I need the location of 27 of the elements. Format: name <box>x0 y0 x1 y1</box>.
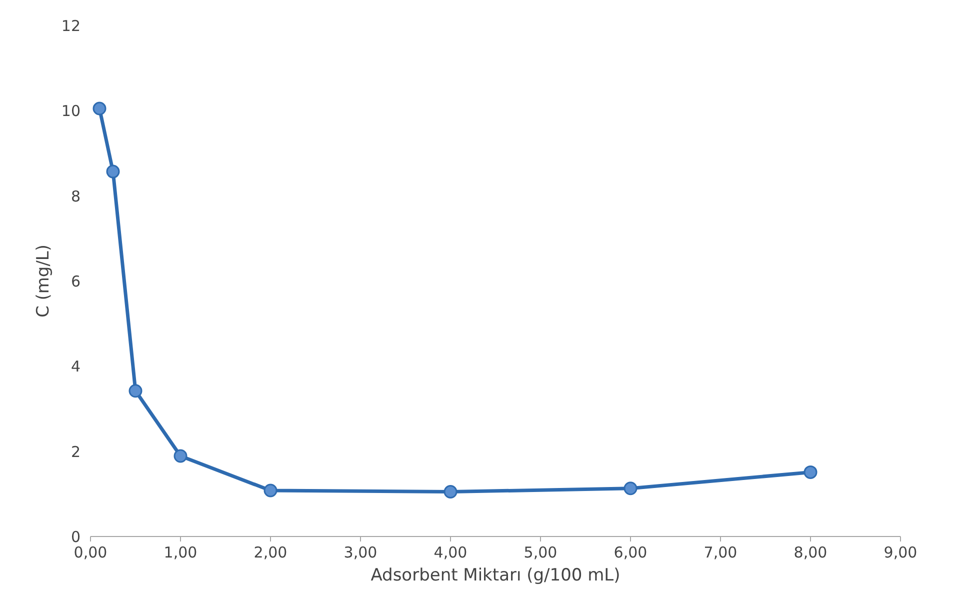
x-tick-label: 5,00 <box>524 544 558 562</box>
y-tick-label: 8 <box>70 187 81 206</box>
y-tick-label: 10 <box>61 102 81 120</box>
point <box>264 484 278 498</box>
point <box>624 482 638 496</box>
point <box>128 384 142 398</box>
x-tick-label: 4,00 <box>434 544 468 562</box>
y-axis-title: C (mg/L) <box>33 244 54 318</box>
x-axis-title: Adsorbent Miktarı (g/100 mL) <box>370 566 620 586</box>
point <box>174 449 188 463</box>
point <box>92 102 106 116</box>
x-tick-label: 9,00 <box>884 544 918 562</box>
x-tick-label: 3,00 <box>344 544 378 562</box>
y-tick-label: 2 <box>70 442 81 461</box>
x-tick-label: 6,00 <box>614 544 648 562</box>
point <box>444 485 458 499</box>
y-tick-label: 4 <box>70 358 81 376</box>
y-tick-label: 12 <box>61 17 81 35</box>
x-tick-label: 0,00 <box>74 544 108 562</box>
point <box>804 465 818 479</box>
y-tick-label: 0 <box>70 528 81 546</box>
x-tick-label: 8,00 <box>794 544 828 562</box>
x-tick-label: 2,00 <box>254 544 288 562</box>
x-tick-label: 7,00 <box>704 544 738 562</box>
x-tick-label: 1,00 <box>164 544 198 562</box>
y-tick-label: 6 <box>70 272 81 290</box>
point <box>106 164 120 178</box>
